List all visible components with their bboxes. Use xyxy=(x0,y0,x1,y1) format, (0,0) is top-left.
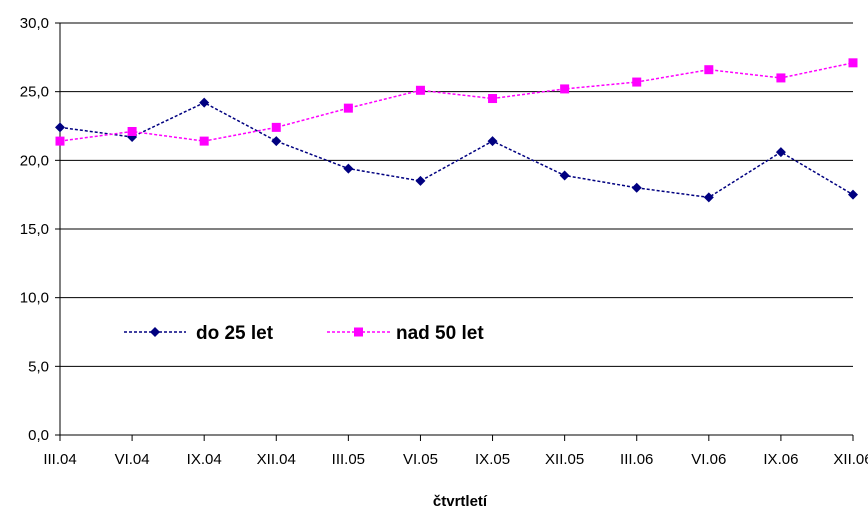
data-point-square xyxy=(354,327,363,337)
data-point-square xyxy=(632,77,642,87)
y-tick-label: 0,0 xyxy=(28,427,49,444)
data-point-square xyxy=(776,73,786,83)
data-point-square xyxy=(704,65,714,75)
y-tick-label: 30,0 xyxy=(20,15,49,32)
data-point-square xyxy=(55,136,65,146)
legend-item-1: nad 50 let xyxy=(327,323,484,344)
data-point-diamond xyxy=(559,170,570,181)
legend-label: do 25 let xyxy=(196,323,274,344)
legend: do 25 let nad 50 let xyxy=(124,323,484,344)
data-point-diamond xyxy=(55,122,65,133)
data-point-square xyxy=(199,136,209,146)
x-tick-label: IX.06 xyxy=(763,451,798,468)
x-tick-label: III.06 xyxy=(620,451,653,468)
data-point-diamond xyxy=(703,192,714,203)
x-tick-label: III.05 xyxy=(332,451,365,468)
data-point-diamond xyxy=(487,136,498,147)
data-point-diamond xyxy=(343,163,354,174)
y-tick-label: 5,0 xyxy=(28,358,49,375)
data-point-square xyxy=(271,122,281,132)
data-point-diamond xyxy=(631,182,642,193)
x-tick-label: VI.05 xyxy=(403,451,438,468)
data-point-diamond xyxy=(271,136,282,147)
data-point-square xyxy=(415,85,425,95)
data-point-square xyxy=(343,103,353,113)
data-point-square xyxy=(127,126,137,136)
series-1 xyxy=(55,58,858,146)
data-point-diamond xyxy=(199,97,210,108)
data-point-diamond xyxy=(775,147,786,158)
data-point-square xyxy=(848,58,858,68)
x-tick-label: III.04 xyxy=(43,451,76,468)
legend-label: nad 50 let xyxy=(396,323,484,344)
x-tick-label: XII.06 xyxy=(833,451,868,468)
y-tick-label: 15,0 xyxy=(20,221,49,238)
series-area xyxy=(55,58,858,203)
gridlines xyxy=(60,22,853,367)
series-0 xyxy=(55,97,858,203)
data-point-square xyxy=(560,84,570,94)
x-tick-label: IX.05 xyxy=(475,451,510,468)
x-tick-label: XII.05 xyxy=(545,451,584,468)
x-tick-label: VI.06 xyxy=(691,451,726,468)
legend-item-0: do 25 let xyxy=(124,323,274,344)
y-tick-label: 20,0 xyxy=(20,152,49,169)
data-point-diamond xyxy=(848,189,858,200)
series-line xyxy=(59,101,854,199)
data-point-square xyxy=(488,94,498,104)
series-line xyxy=(59,62,854,142)
x-tick-label: IX.04 xyxy=(187,451,222,468)
x-tick-label: VI.04 xyxy=(115,451,150,468)
y-tick-label: 10,0 xyxy=(20,290,49,307)
y-tick-label: 25,0 xyxy=(20,84,49,101)
x-tick-label: XII.04 xyxy=(257,451,296,468)
data-point-diamond xyxy=(415,175,426,186)
x-axis-title: čtvrtletí xyxy=(433,493,488,510)
data-point-diamond xyxy=(150,327,160,337)
axes: 0,0 5,0 10,0 15,0 20,0 25,0 30,0 III.04 VI.04 IX.… xyxy=(20,15,868,468)
